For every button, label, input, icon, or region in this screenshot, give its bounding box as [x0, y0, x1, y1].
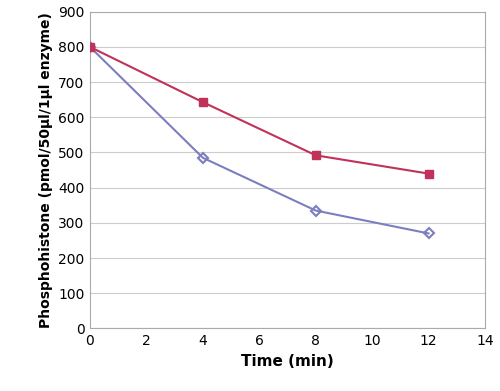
Y-axis label: Phosphohistone (pmol/50μl/1μl enzyme): Phosphohistone (pmol/50μl/1μl enzyme) [38, 12, 52, 328]
X-axis label: Time (min): Time (min) [241, 353, 334, 369]
